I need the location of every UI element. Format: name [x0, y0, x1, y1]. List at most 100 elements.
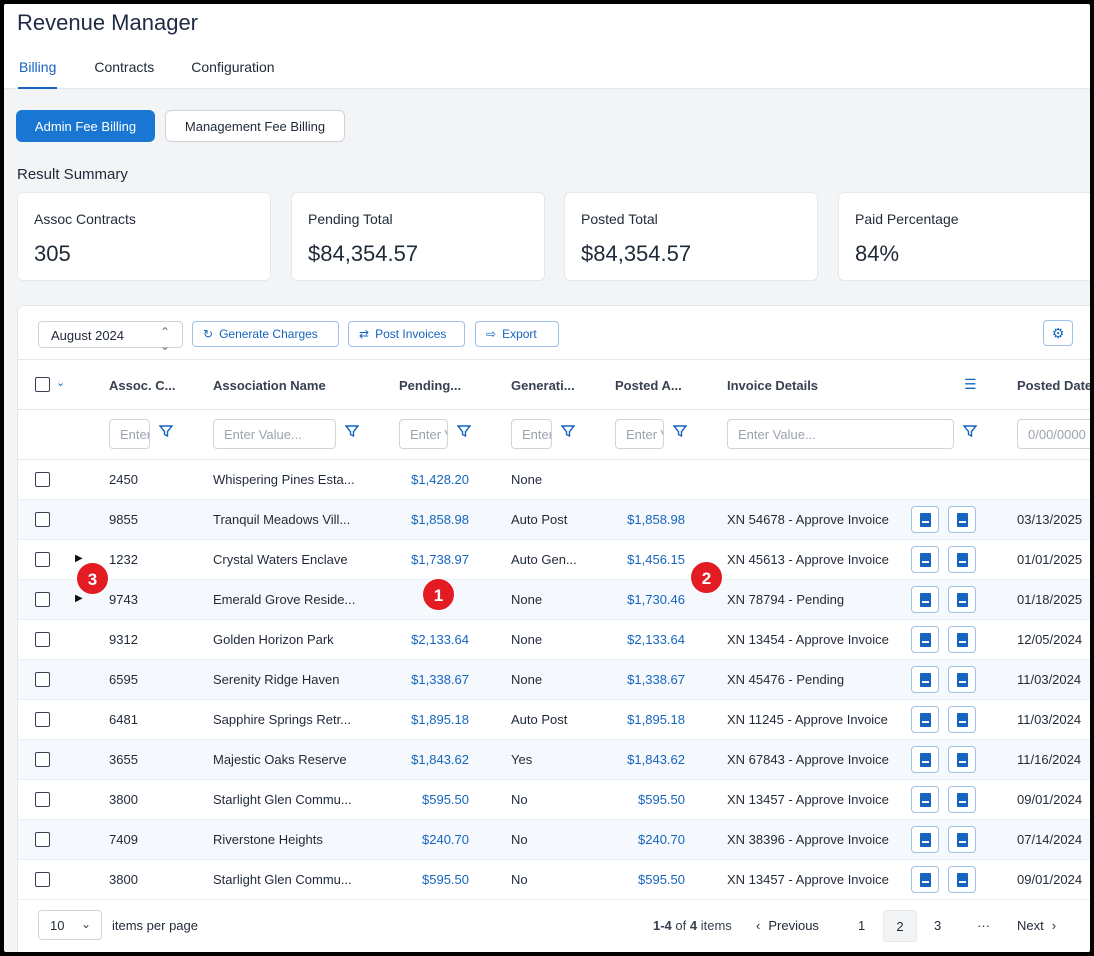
cell-association-name: Starlight Glen Commu...	[213, 792, 352, 807]
column-header-pending[interactable]: Pending...	[399, 378, 462, 393]
cell-pending-amount[interactable]: $240.70	[422, 832, 469, 847]
filter-input-posted-date[interactable]: 0/00/0000	[1017, 419, 1090, 449]
page-3-button[interactable]: 3	[934, 918, 942, 933]
table-settings-button[interactable]: ⚙	[1043, 320, 1073, 346]
cell-pending-amount[interactable]: $1,895.18	[411, 712, 469, 727]
tab-contracts[interactable]: Contracts	[94, 59, 155, 75]
excel-download-button[interactable]	[948, 826, 976, 853]
row-checkbox[interactable]	[35, 832, 50, 847]
row-checkbox[interactable]	[35, 672, 50, 687]
pdf-download-button[interactable]	[911, 866, 939, 893]
row-checkbox[interactable]	[35, 512, 50, 527]
expand-row-icon[interactable]: ▶	[75, 553, 83, 564]
cell-pending-amount[interactable]: $595.50	[422, 792, 469, 807]
filter-input-assoc-code[interactable]: Enter Value...	[109, 419, 150, 449]
excel-download-button[interactable]	[948, 746, 976, 773]
pdf-download-button[interactable]	[911, 666, 939, 693]
cell-generation: None	[511, 672, 543, 687]
cell-pending-amount[interactable]: $1,338.67	[411, 672, 469, 687]
filter-input-pending[interactable]: Enter Value...	[399, 419, 448, 449]
excel-download-button[interactable]	[948, 786, 976, 813]
row-checkbox[interactable]	[35, 872, 50, 887]
cell-generation: None	[511, 632, 543, 647]
pdf-download-button[interactable]	[911, 546, 939, 573]
month-select[interactable]: August 2024 ⌃ ⌄	[38, 321, 183, 353]
admin-fee-billing-button[interactable]: Admin Fee Billing	[16, 110, 155, 142]
table-row: 3800 Starlight Glen Commu... $595.50 No $595…	[18, 860, 1090, 900]
pdf-download-button[interactable]	[911, 506, 939, 533]
filter-icon[interactable]	[159, 424, 173, 438]
next-page-button[interactable]: Next ›	[1017, 918, 1056, 933]
chevron-down-icon[interactable]: ⌄	[56, 377, 66, 389]
excel-download-button[interactable]	[948, 506, 976, 533]
excel-download-button[interactable]	[948, 666, 976, 693]
card-value: $84,354.57	[308, 241, 419, 266]
filter-icon[interactable]	[457, 424, 471, 438]
cell-pending-amount[interactable]: $1,843.62	[411, 752, 469, 767]
export-button[interactable]: ⇨ Export	[475, 321, 559, 347]
filter-icon[interactable]	[673, 424, 687, 438]
tab-billing[interactable]: Billing	[18, 56, 58, 89]
cell-posted-amount[interactable]: $595.50	[638, 872, 685, 887]
pdf-download-button[interactable]	[911, 586, 939, 613]
column-header-invoice-details[interactable]: Invoice Details	[727, 378, 819, 393]
management-fee-billing-button[interactable]: Management Fee Billing	[165, 110, 345, 142]
select-all-checkbox[interactable]	[35, 377, 50, 392]
excel-download-button[interactable]	[948, 586, 976, 613]
column-header-posted-amount[interactable]: Posted A...	[615, 378, 682, 393]
filter-icon[interactable]	[561, 424, 575, 438]
pdf-download-button[interactable]	[911, 786, 939, 813]
column-header-posted-date[interactable]: Posted Date	[1017, 378, 1090, 393]
row-checkbox[interactable]	[35, 552, 50, 567]
row-checkbox[interactable]	[35, 752, 50, 767]
tab-configuration[interactable]: Configuration	[191, 59, 275, 75]
filter-input-generation[interactable]: Enter Value...	[511, 419, 552, 449]
page-2-button[interactable]: 2	[883, 910, 917, 942]
cell-pending-amount[interactable]: $1,858.98	[411, 512, 469, 527]
cell-pending-amount[interactable]: $1,738.97	[411, 552, 469, 567]
cell-posted-amount[interactable]: $1,730.46	[627, 592, 685, 607]
excel-download-button[interactable]	[948, 706, 976, 733]
cell-posted-amount[interactable]: $1,456.15	[627, 552, 685, 567]
generate-charges-button[interactable]: ↻ Generate Charges	[192, 321, 339, 347]
cell-posted-amount[interactable]: $1,895.18	[627, 712, 685, 727]
cell-pending-amount[interactable]: $595.50	[422, 872, 469, 887]
column-header-generation[interactable]: Generati...	[511, 378, 575, 393]
row-checkbox[interactable]	[35, 632, 50, 647]
previous-page-button[interactable]: ‹ Previous	[756, 918, 819, 933]
filter-icon[interactable]	[345, 424, 359, 438]
excel-download-button[interactable]	[948, 866, 976, 893]
cell-posted-amount[interactable]: $595.50	[638, 792, 685, 807]
cell-posted-amount[interactable]: $1,338.67	[627, 672, 685, 687]
cell-pending-amount[interactable]: $2,133.64	[411, 632, 469, 647]
cell-pending-amount[interactable]: $1,428.20	[411, 472, 469, 487]
card-label: Assoc Contracts	[34, 211, 136, 227]
column-header-assoc-code[interactable]: Assoc. C...	[109, 378, 176, 393]
post-invoices-button[interactable]: ⇄ Post Invoices	[348, 321, 465, 347]
pdf-download-button[interactable]	[911, 626, 939, 653]
filter-input-posted-amount[interactable]: Enter Value...	[615, 419, 664, 449]
pdf-download-button[interactable]	[911, 826, 939, 853]
filter-input-association-name[interactable]: Enter Value...	[213, 419, 336, 449]
items-per-page-select[interactable]: 10 ⌄	[38, 910, 102, 940]
row-checkbox[interactable]	[35, 472, 50, 487]
filter-input-invoice-details[interactable]: Enter Value...	[727, 419, 954, 449]
expand-row-icon[interactable]: ▶	[75, 593, 83, 604]
column-header-association-name[interactable]: Association Name	[213, 378, 326, 393]
cell-association-name: Serenity Ridge Haven	[213, 672, 340, 687]
pagination-ellipsis[interactable]: ···	[977, 918, 990, 933]
excel-download-button[interactable]	[948, 626, 976, 653]
cell-posted-amount[interactable]: $240.70	[638, 832, 685, 847]
pdf-download-button[interactable]	[911, 706, 939, 733]
row-checkbox[interactable]	[35, 792, 50, 807]
row-checkbox[interactable]	[35, 712, 50, 727]
column-menu-icon[interactable]: ☰	[964, 376, 977, 392]
pdf-download-button[interactable]	[911, 746, 939, 773]
cell-posted-amount[interactable]: $1,858.98	[627, 512, 685, 527]
cell-posted-amount[interactable]: $1,843.62	[627, 752, 685, 767]
cell-posted-amount[interactable]: $2,133.64	[627, 632, 685, 647]
row-checkbox[interactable]	[35, 592, 50, 607]
page-1-button[interactable]: 1	[858, 918, 866, 933]
filter-icon[interactable]	[963, 424, 977, 438]
excel-download-button[interactable]	[948, 546, 976, 573]
